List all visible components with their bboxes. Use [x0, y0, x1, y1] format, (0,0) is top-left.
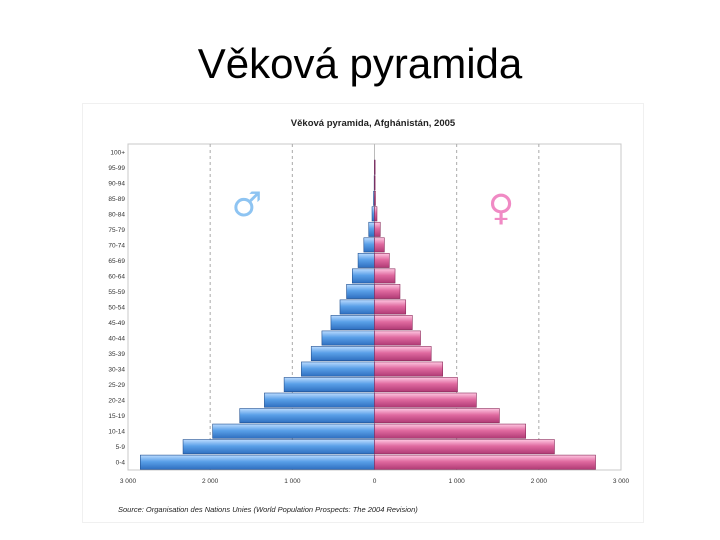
male-bar-10-14 — [212, 423, 375, 439]
male-symbol: ♂ — [232, 185, 262, 225]
female-bar-45-49 — [374, 315, 413, 330]
female-symbol: ♀ — [488, 188, 514, 229]
age-label: 85-89 — [108, 196, 125, 203]
x-tick-label: 2 000 — [202, 478, 219, 485]
age-label: 70-74 — [108, 242, 125, 249]
age-label: 40-44 — [108, 336, 125, 343]
x-tick-label: 1 000 — [449, 478, 466, 485]
female-bar-90-94 — [374, 175, 376, 191]
male-bar-20-24 — [264, 392, 375, 408]
age-label: 0-4 — [116, 460, 126, 467]
female-bar-5-9 — [374, 439, 555, 455]
female-bar-40-44 — [374, 330, 421, 346]
x-tick-label: 3 000 — [613, 478, 630, 485]
female-bar-25-29 — [374, 377, 458, 393]
female-bar-95-99 — [374, 159, 376, 175]
female-bar-60-64 — [374, 268, 396, 284]
age-label: 25-29 — [108, 382, 125, 389]
x-tick-labels-layer: 3 000 2 000 1 000 0 1 000 2 000 3 000 — [120, 478, 630, 485]
x-tick-label: 3 000 — [120, 478, 137, 485]
male-bar-40-44 — [321, 330, 375, 346]
male-bar-50-54 — [339, 299, 375, 315]
male-bar-0-4 — [140, 454, 375, 470]
age-label: 75-79 — [108, 227, 125, 234]
female-bar-0-4 — [374, 454, 596, 470]
male-bar-45-49 — [330, 315, 375, 330]
female-bar-85-89 — [374, 190, 376, 206]
age-label: 5-9 — [116, 444, 126, 451]
age-label: 65-69 — [108, 258, 125, 265]
x-tick-label: 2 000 — [531, 478, 548, 485]
female-bar-10-14 — [374, 423, 526, 439]
male-bar-70-74 — [363, 237, 375, 253]
pyramid-svg: Věková pyramida, Afghánistán, 2005 0-4 5-… — [108, 118, 630, 485]
male-bar-60-64 — [352, 268, 375, 284]
bars-layer — [140, 159, 596, 470]
female-bar-35-39 — [374, 346, 432, 362]
age-label: 60-64 — [108, 273, 125, 280]
female-bar-55-59 — [374, 284, 401, 299]
male-bar-30-34 — [301, 361, 375, 377]
age-label: 45-49 — [108, 320, 125, 327]
x-tick-label: 0 — [373, 478, 377, 485]
age-labels-layer: 0-4 5-9 10-14 15-19 20-24 25-29 30-34 35-39 40-4… — [108, 149, 125, 466]
male-bar-55-59 — [346, 284, 375, 299]
female-bar-20-24 — [374, 392, 477, 408]
female-bar-30-34 — [374, 361, 443, 377]
slide-title: Věková pyramida — [197, 40, 523, 87]
male-bar-35-39 — [310, 346, 375, 362]
female-bar-65-69 — [374, 252, 390, 268]
female-bar-75-79 — [374, 221, 381, 237]
female-bar-70-74 — [374, 237, 385, 253]
source-note: Source: Organisation des Nations Unies (… — [118, 505, 418, 514]
age-label: 90-94 — [108, 180, 125, 187]
x-tick-label: 1 000 — [284, 478, 301, 485]
male-bar-65-69 — [357, 252, 375, 268]
age-label: 55-59 — [108, 289, 125, 296]
age-label: 10-14 — [108, 429, 125, 436]
age-label: 15-19 — [108, 413, 125, 420]
male-bar-15-19 — [239, 408, 375, 424]
age-label: 35-39 — [108, 351, 125, 358]
female-bar-80-84 — [374, 206, 378, 222]
age-label: 20-24 — [108, 398, 125, 405]
male-bar-5-9 — [182, 439, 375, 455]
male-bar-75-79 — [368, 221, 375, 237]
male-bar-80-84 — [371, 206, 375, 222]
female-bar-15-19 — [374, 408, 500, 424]
age-label: 95-99 — [108, 165, 125, 172]
chart-title: Věková pyramida, Afghánistán, 2005 — [291, 118, 456, 129]
age-label: 50-54 — [108, 305, 125, 312]
age-label: 100+ — [110, 149, 125, 156]
female-bar-50-54 — [374, 299, 407, 315]
male-bar-25-29 — [283, 377, 375, 393]
population-pyramid-chart: Věková pyramida, Afghánistán, 2005 0-4 5-… — [82, 103, 644, 523]
age-label: 80-84 — [108, 211, 125, 218]
age-label: 30-34 — [108, 367, 125, 374]
